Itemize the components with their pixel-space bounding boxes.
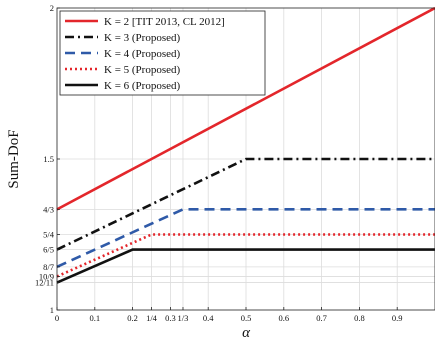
series-line	[56, 248, 435, 284]
y-tick-label: 2	[50, 3, 54, 13]
series-line	[56, 157, 435, 251]
legend-entry: K = 2 [TIT 2013, CL 2012]	[104, 16, 225, 28]
x-axis-label: α	[242, 325, 251, 341]
y-tick-label: 8/7	[43, 262, 54, 272]
series-line	[56, 208, 435, 269]
series-lines	[56, 6, 435, 284]
legend-entry: K = 5 (Proposed)	[104, 64, 181, 76]
y-tick-label: 10/9	[39, 271, 54, 281]
y-tick-label: 1.5	[43, 154, 54, 164]
x-tick-label: 0.6	[278, 313, 289, 323]
x-tick-label: 0.3	[165, 313, 176, 323]
legend-entry: K = 6 (Proposed)	[104, 80, 181, 92]
legend-box	[59, 10, 266, 96]
x-tick-label: 0.7	[316, 313, 327, 323]
x-tick-label: 0.9	[392, 313, 403, 323]
x-tick-label: 0	[55, 313, 59, 323]
series-line	[56, 6, 435, 211]
y-axis-label: Sum-DoF	[6, 129, 22, 188]
legend-entry: K = 3 (Proposed)	[104, 32, 181, 44]
x-tick-label: 0.1	[89, 313, 100, 323]
x-tick-label: 0.5	[241, 313, 252, 323]
y-tick-label: 12/11	[35, 278, 54, 288]
legend-entry: K = 4 (Proposed)	[104, 48, 181, 60]
x-tick-label: 0.8	[354, 313, 365, 323]
y-tick-label: 4/3	[43, 204, 54, 214]
x-axis-ticks: 0 0.1 0.2 1/4 0.3 1/3 0.4 0.5 0.6 0.7 0.8 0.9	[55, 307, 403, 323]
x-tick-label: 0.2	[127, 313, 138, 323]
x-tick-label: 1/4	[146, 313, 158, 323]
legend: K = 2 [TIT 2013, CL 2012] K = 3 (Proposed…	[59, 10, 266, 96]
x-tick-label: 1/3	[178, 313, 189, 323]
y-tick-label: 6/5	[43, 245, 54, 255]
x-tick-label: 0.4	[203, 313, 214, 323]
y-tick-label: 1	[50, 305, 54, 315]
y-tick-label: 5/4	[43, 230, 55, 240]
